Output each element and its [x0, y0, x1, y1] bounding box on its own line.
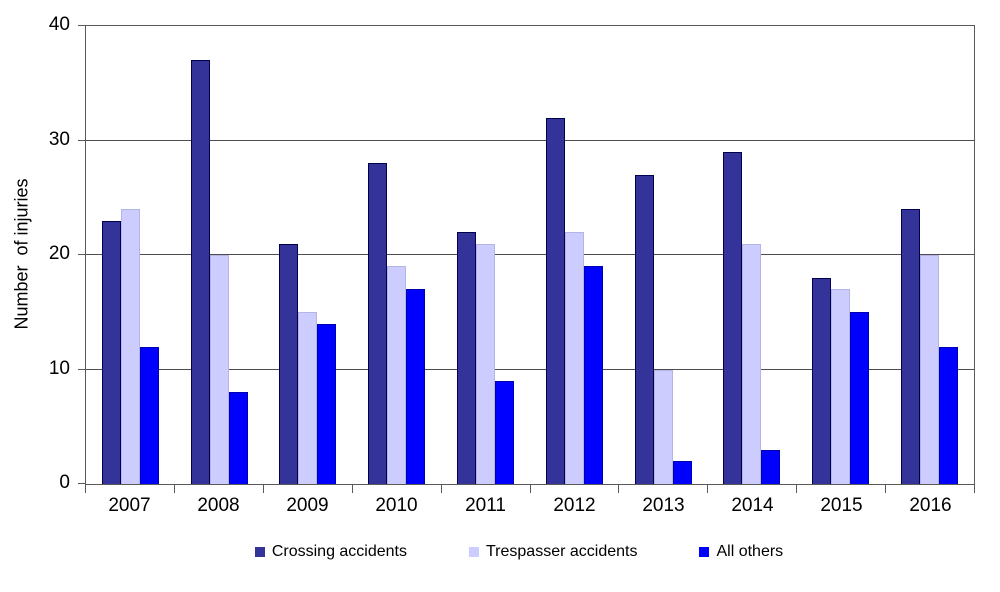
bar-all-others-2011: [495, 380, 515, 484]
legend-swatch-crossing-accidents: [254, 547, 265, 557]
bar-group-2008: [175, 26, 264, 484]
bar-all-others-2007: [139, 346, 159, 484]
bar-trespasser-accidents-2012: [564, 232, 584, 484]
x-tick-mark: [796, 484, 798, 493]
y-tick-mark: [78, 254, 86, 255]
x-tick-label-2007: 2007: [108, 495, 151, 516]
x-tick-mark: [262, 484, 264, 493]
x-tick-mark: [85, 484, 86, 493]
bar-crossing-accidents-2009: [279, 243, 299, 484]
x-tick-label-2010: 2010: [375, 495, 418, 516]
bar-all-others-2013: [672, 461, 692, 484]
bar-group-2016: [885, 26, 974, 484]
x-tick-label-2008: 2008: [197, 495, 240, 516]
y-tick-mark: [78, 483, 86, 484]
bar-trespasser-accidents-2010: [387, 266, 407, 484]
x-tick-mark: [707, 484, 709, 493]
bar-group-2007: [86, 26, 175, 484]
legend-item-trespasser-accidents: Trespasser accidents: [469, 543, 637, 561]
bar-group-2014: [708, 26, 797, 484]
bar-group-2011: [441, 26, 530, 484]
bar-trespasser-accidents-2013: [653, 369, 673, 484]
x-tick-mark: [173, 484, 175, 493]
x-axis-labels: 2007 2008 2009 2010 2011 2012 2013 2014 2015 2016: [85, 495, 975, 517]
bar-all-others-2016: [939, 346, 959, 484]
legend-swatch-all-others: [699, 547, 710, 557]
legend-item-crossing-accidents: Crossing accidents: [254, 543, 407, 561]
x-tick-mark: [351, 484, 353, 493]
x-tick-mark: [885, 484, 887, 493]
legend-label-trespasser-accidents: Trespasser accidents: [486, 543, 638, 560]
plot-area: [85, 25, 975, 485]
x-tick-label-2014: 2014: [731, 495, 774, 516]
legend: Crossing accidents Trespasser accidents Al…: [38, 543, 1000, 561]
y-tick-label: 0: [59, 472, 70, 493]
gridline: [86, 254, 974, 255]
x-tick-mark: [618, 484, 620, 493]
bar-trespasser-accidents-2015: [831, 289, 851, 484]
bar-crossing-accidents-2008: [190, 60, 210, 484]
y-tick-mark: [78, 368, 86, 370]
bar-all-others-2009: [317, 323, 337, 484]
bar-trespasser-accidents-2016: [920, 255, 940, 484]
y-tick-label: 20: [48, 243, 70, 264]
x-tick-mark: [440, 484, 442, 493]
y-tick-label: 40: [48, 14, 70, 35]
x-tick-label-2015: 2015: [820, 495, 863, 516]
bar-all-others-2008: [228, 392, 248, 484]
y-tick-mark: [78, 25, 86, 26]
bar-crossing-accidents-2015: [812, 277, 832, 484]
bar-crossing-accidents-2016: [901, 209, 921, 484]
legend-swatch-trespasser-accidents: [469, 547, 479, 557]
x-tick-mark: [529, 484, 531, 493]
y-tick-label: 30: [48, 128, 70, 150]
bar-trespasser-accidents-2007: [120, 209, 140, 484]
x-tick-label-2013: 2013: [642, 495, 685, 516]
bar-group-2010: [352, 26, 441, 484]
bar-trespasser-accidents-2014: [742, 243, 762, 484]
bar-all-others-2015: [850, 312, 870, 484]
bar-crossing-accidents-2014: [723, 151, 743, 484]
y-tick-label: 10: [48, 357, 70, 379]
x-tick-label-2016: 2016: [909, 495, 952, 516]
bar-groups: [86, 26, 974, 484]
x-tick-mark: [974, 484, 975, 493]
bar-all-others-2012: [583, 266, 603, 484]
bar-all-others-2010: [406, 289, 426, 484]
gridline: [86, 368, 974, 370]
bar-group-2009: [264, 26, 353, 484]
bar-trespasser-accidents-2011: [476, 243, 496, 484]
bar-crossing-accidents-2013: [634, 174, 654, 484]
x-tick-label-2011: 2011: [465, 495, 506, 516]
bar-trespasser-accidents-2009: [298, 312, 318, 484]
bar-crossing-accidents-2007: [101, 220, 121, 484]
bar-group-2013: [619, 26, 708, 484]
bar-crossing-accidents-2010: [368, 163, 388, 484]
legend-item-all-others: All others: [699, 543, 783, 561]
x-tick-label-2012: 2012: [553, 495, 596, 516]
gridline: [86, 139, 974, 141]
bar-group-2015: [796, 26, 885, 484]
y-tick-mark: [78, 139, 86, 141]
bar-crossing-accidents-2011: [457, 232, 477, 484]
bar-group-2012: [530, 26, 619, 484]
x-tick-label-2009: 2009: [286, 495, 329, 516]
legend-label-all-others: All others: [716, 543, 784, 560]
bar-all-others-2014: [761, 449, 781, 484]
legend-label-crossing-accidents: Crossing accidents: [271, 543, 407, 560]
bar-trespasser-accidents-2008: [209, 255, 229, 484]
bar-crossing-accidents-2012: [545, 117, 565, 484]
